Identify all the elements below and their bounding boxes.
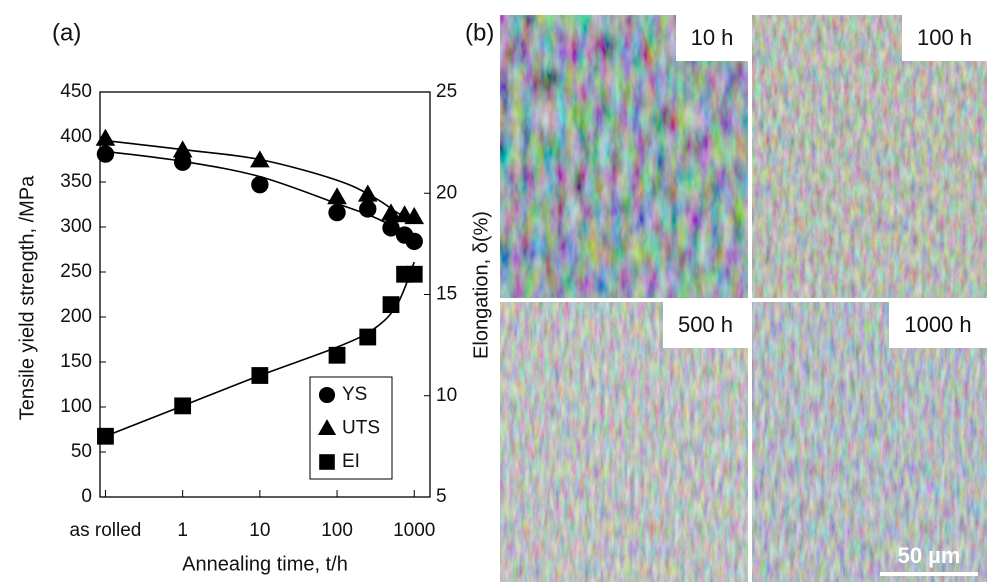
y-tick-label: 200 <box>60 306 92 327</box>
marker-triangle <box>95 128 116 146</box>
micrograph-label: 100 h <box>917 25 972 50</box>
label-box <box>889 302 987 348</box>
marker-circle <box>96 145 115 163</box>
y2-tick-label: 25 <box>436 81 457 102</box>
marker-circle <box>405 232 423 251</box>
legend-label: EI <box>342 451 360 472</box>
y-tick-label: 350 <box>60 171 92 192</box>
micrograph-image <box>500 15 748 298</box>
micrograph-label: 500 h <box>678 312 733 337</box>
marker-square <box>382 296 400 314</box>
scale-bar <box>880 572 978 576</box>
marker-circle <box>382 219 400 237</box>
legend-label: UTS <box>342 418 380 439</box>
marker-triangle <box>250 150 270 168</box>
label-box <box>676 15 748 61</box>
y-tick-label: 100 <box>60 396 92 417</box>
micrograph-image <box>752 15 987 298</box>
legend-marker <box>318 386 336 404</box>
x-tick-label: 10 <box>249 520 270 541</box>
legend-marker <box>317 419 337 435</box>
y-tick-label: 250 <box>60 261 92 282</box>
marker-triangle <box>357 184 378 202</box>
panel-label: (a) <box>52 19 81 46</box>
y-tick-label: 450 <box>60 81 92 102</box>
marker-square <box>405 265 423 283</box>
y2-tick-label: 15 <box>436 284 457 305</box>
y2-tick-label: 5 <box>436 486 447 507</box>
marker-triangle <box>172 140 193 158</box>
label-box <box>663 302 748 348</box>
marker-triangle <box>404 207 425 225</box>
panel-label: (b) <box>465 19 494 46</box>
legend-label: YS <box>342 384 367 405</box>
marker-square <box>251 367 269 384</box>
scale-bar-label: 50 µm <box>898 543 961 568</box>
plot-panel: (a) Annealing time, t/h Tensile yield st… <box>16 19 492 575</box>
marker-circle <box>359 200 377 218</box>
x-tick-label: 1 <box>177 520 188 541</box>
micrograph-image <box>752 302 987 582</box>
y2-axis-title: Elongation, δ(%) <box>470 211 492 359</box>
marker-square <box>97 427 114 445</box>
micrograph-panel: (b) 10 h 100 h 500 h 1000 h 50 µm <box>465 15 987 582</box>
micrograph-label: 1000 h <box>904 312 971 337</box>
marker-square <box>328 346 346 364</box>
legend-marker <box>319 454 335 470</box>
y-tick-label: 300 <box>60 216 92 237</box>
marker-triangle <box>327 187 347 205</box>
marker-circle <box>173 153 192 171</box>
y-axis-title: Tensile yield strength, /MPa <box>16 175 38 420</box>
marker-triangle <box>381 203 401 221</box>
marker-square <box>359 328 377 346</box>
y2-tick-label: 20 <box>436 182 457 203</box>
y2-tick-label: 10 <box>436 385 457 406</box>
y-tick-label: 400 <box>60 126 92 147</box>
micrograph-label: 10 h <box>691 25 734 50</box>
x-tick-label: 100 <box>321 520 353 541</box>
y-tick-label: 0 <box>81 486 92 507</box>
x-tick-label: 1000 <box>393 520 435 541</box>
y-tick-label: 150 <box>60 351 92 372</box>
label-box <box>902 15 987 61</box>
y-tick-label: 50 <box>71 441 92 462</box>
x-tick-label: as rolled <box>70 520 142 541</box>
x-axis-title: Annealing time, t/h <box>182 553 348 575</box>
micrograph-image <box>500 302 748 582</box>
marker-circle <box>251 176 269 194</box>
marker-circle <box>328 203 346 222</box>
marker-square <box>174 397 192 415</box>
